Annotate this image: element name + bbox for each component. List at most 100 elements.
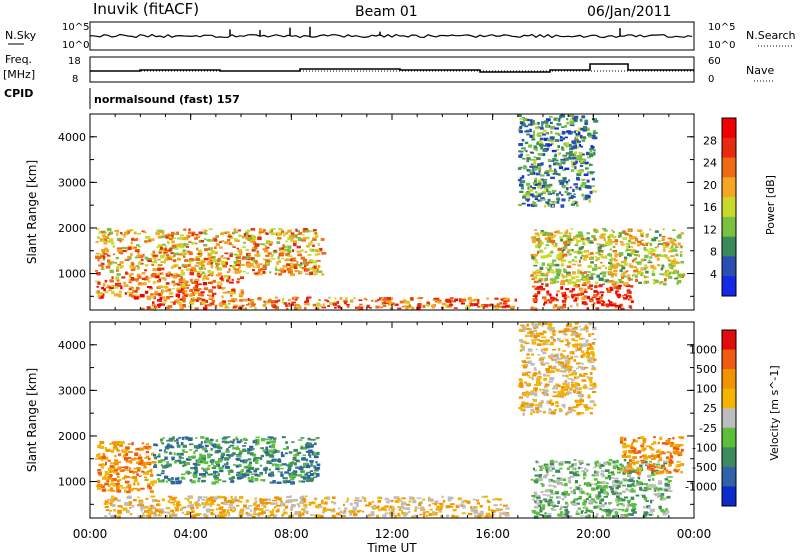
data-cell [580, 160, 583, 163]
data-cell [584, 468, 586, 470]
data-cell [283, 266, 288, 268]
data-cell [507, 300, 510, 302]
data-cell [586, 498, 589, 500]
data-cell [462, 512, 466, 514]
data-cell [303, 510, 308, 513]
data-cell [314, 470, 319, 472]
data-cell [288, 303, 290, 305]
data-cell [552, 509, 557, 511]
data-cell [316, 473, 319, 477]
data-cell [280, 502, 284, 505]
data-cell [207, 467, 210, 470]
data-cell [579, 485, 581, 487]
data-cell [622, 499, 626, 502]
data-cell [426, 515, 428, 517]
data-cell [265, 439, 269, 441]
data-cell [630, 246, 633, 248]
data-cell [144, 240, 147, 242]
data-cell [117, 481, 119, 483]
data-cell [390, 307, 393, 309]
data-cell [635, 440, 638, 443]
data-cell [258, 512, 262, 515]
data-cell [631, 513, 634, 516]
data-cell [541, 162, 544, 165]
data-cell [173, 276, 177, 278]
data-cell [333, 508, 335, 511]
data-cell [650, 500, 652, 504]
data-cell [116, 449, 120, 451]
data-cell [179, 279, 183, 281]
data-cell [106, 249, 109, 252]
data-cell [301, 250, 304, 252]
data-cell [271, 445, 275, 448]
data-cell [148, 508, 152, 511]
data-cell [133, 471, 138, 473]
data-cell [349, 513, 352, 516]
data-cell [194, 237, 198, 240]
data-cell [653, 436, 656, 438]
data-cell [557, 478, 561, 480]
data-cell [107, 240, 111, 243]
data-cell [168, 241, 170, 244]
data-cell [187, 499, 189, 502]
data-cell [503, 505, 508, 507]
data-cell [124, 476, 127, 479]
data-cell [485, 515, 489, 517]
data-cell [574, 459, 577, 461]
data-cell [585, 278, 589, 280]
data-cell [547, 401, 549, 404]
data-cell [263, 229, 266, 232]
data-cell [103, 453, 105, 456]
data-cell [575, 335, 580, 338]
data-cell [217, 282, 221, 284]
data-cell [233, 439, 235, 442]
data-cell [532, 135, 534, 138]
data-cell [138, 282, 142, 284]
data-cell [124, 259, 126, 261]
data-cell [109, 263, 112, 265]
data-cell [669, 461, 674, 464]
data-cell [265, 260, 270, 263]
data-cell [354, 297, 356, 299]
data-cell [641, 267, 643, 271]
data-cell [279, 248, 281, 251]
data-cell [355, 307, 358, 309]
data-cell [670, 255, 675, 257]
data-cell [185, 260, 188, 262]
data-cell [565, 191, 568, 193]
data-cell [219, 241, 222, 243]
data-cell [307, 303, 310, 305]
data-cell [610, 249, 612, 251]
data-cell [219, 511, 222, 514]
data-cell [568, 371, 570, 373]
data-cell [283, 246, 286, 248]
data-cell [658, 506, 661, 509]
data-cell [137, 252, 139, 254]
data-cell [306, 230, 310, 232]
data-cell [561, 263, 564, 266]
data-cell [590, 510, 592, 513]
data-cell [308, 479, 312, 482]
data-cell [251, 228, 256, 231]
data-cell [375, 306, 379, 309]
data-cell [520, 126, 523, 129]
data-cell [213, 280, 217, 283]
data-cell [277, 233, 281, 236]
data-cell [254, 439, 257, 442]
data-cell [666, 476, 669, 478]
data-cell [188, 241, 191, 243]
data-cell [546, 118, 551, 121]
data-cell [141, 460, 144, 463]
data-cell [644, 259, 647, 261]
data-cell [169, 248, 173, 251]
data-cell [559, 236, 563, 238]
data-cell [155, 306, 158, 308]
data-cell [551, 485, 556, 487]
data-cell [656, 471, 660, 474]
data-cell [569, 374, 573, 376]
data-cell [664, 467, 667, 470]
data-cell [195, 258, 200, 261]
data-cell [309, 502, 314, 504]
data-cell [657, 258, 660, 261]
